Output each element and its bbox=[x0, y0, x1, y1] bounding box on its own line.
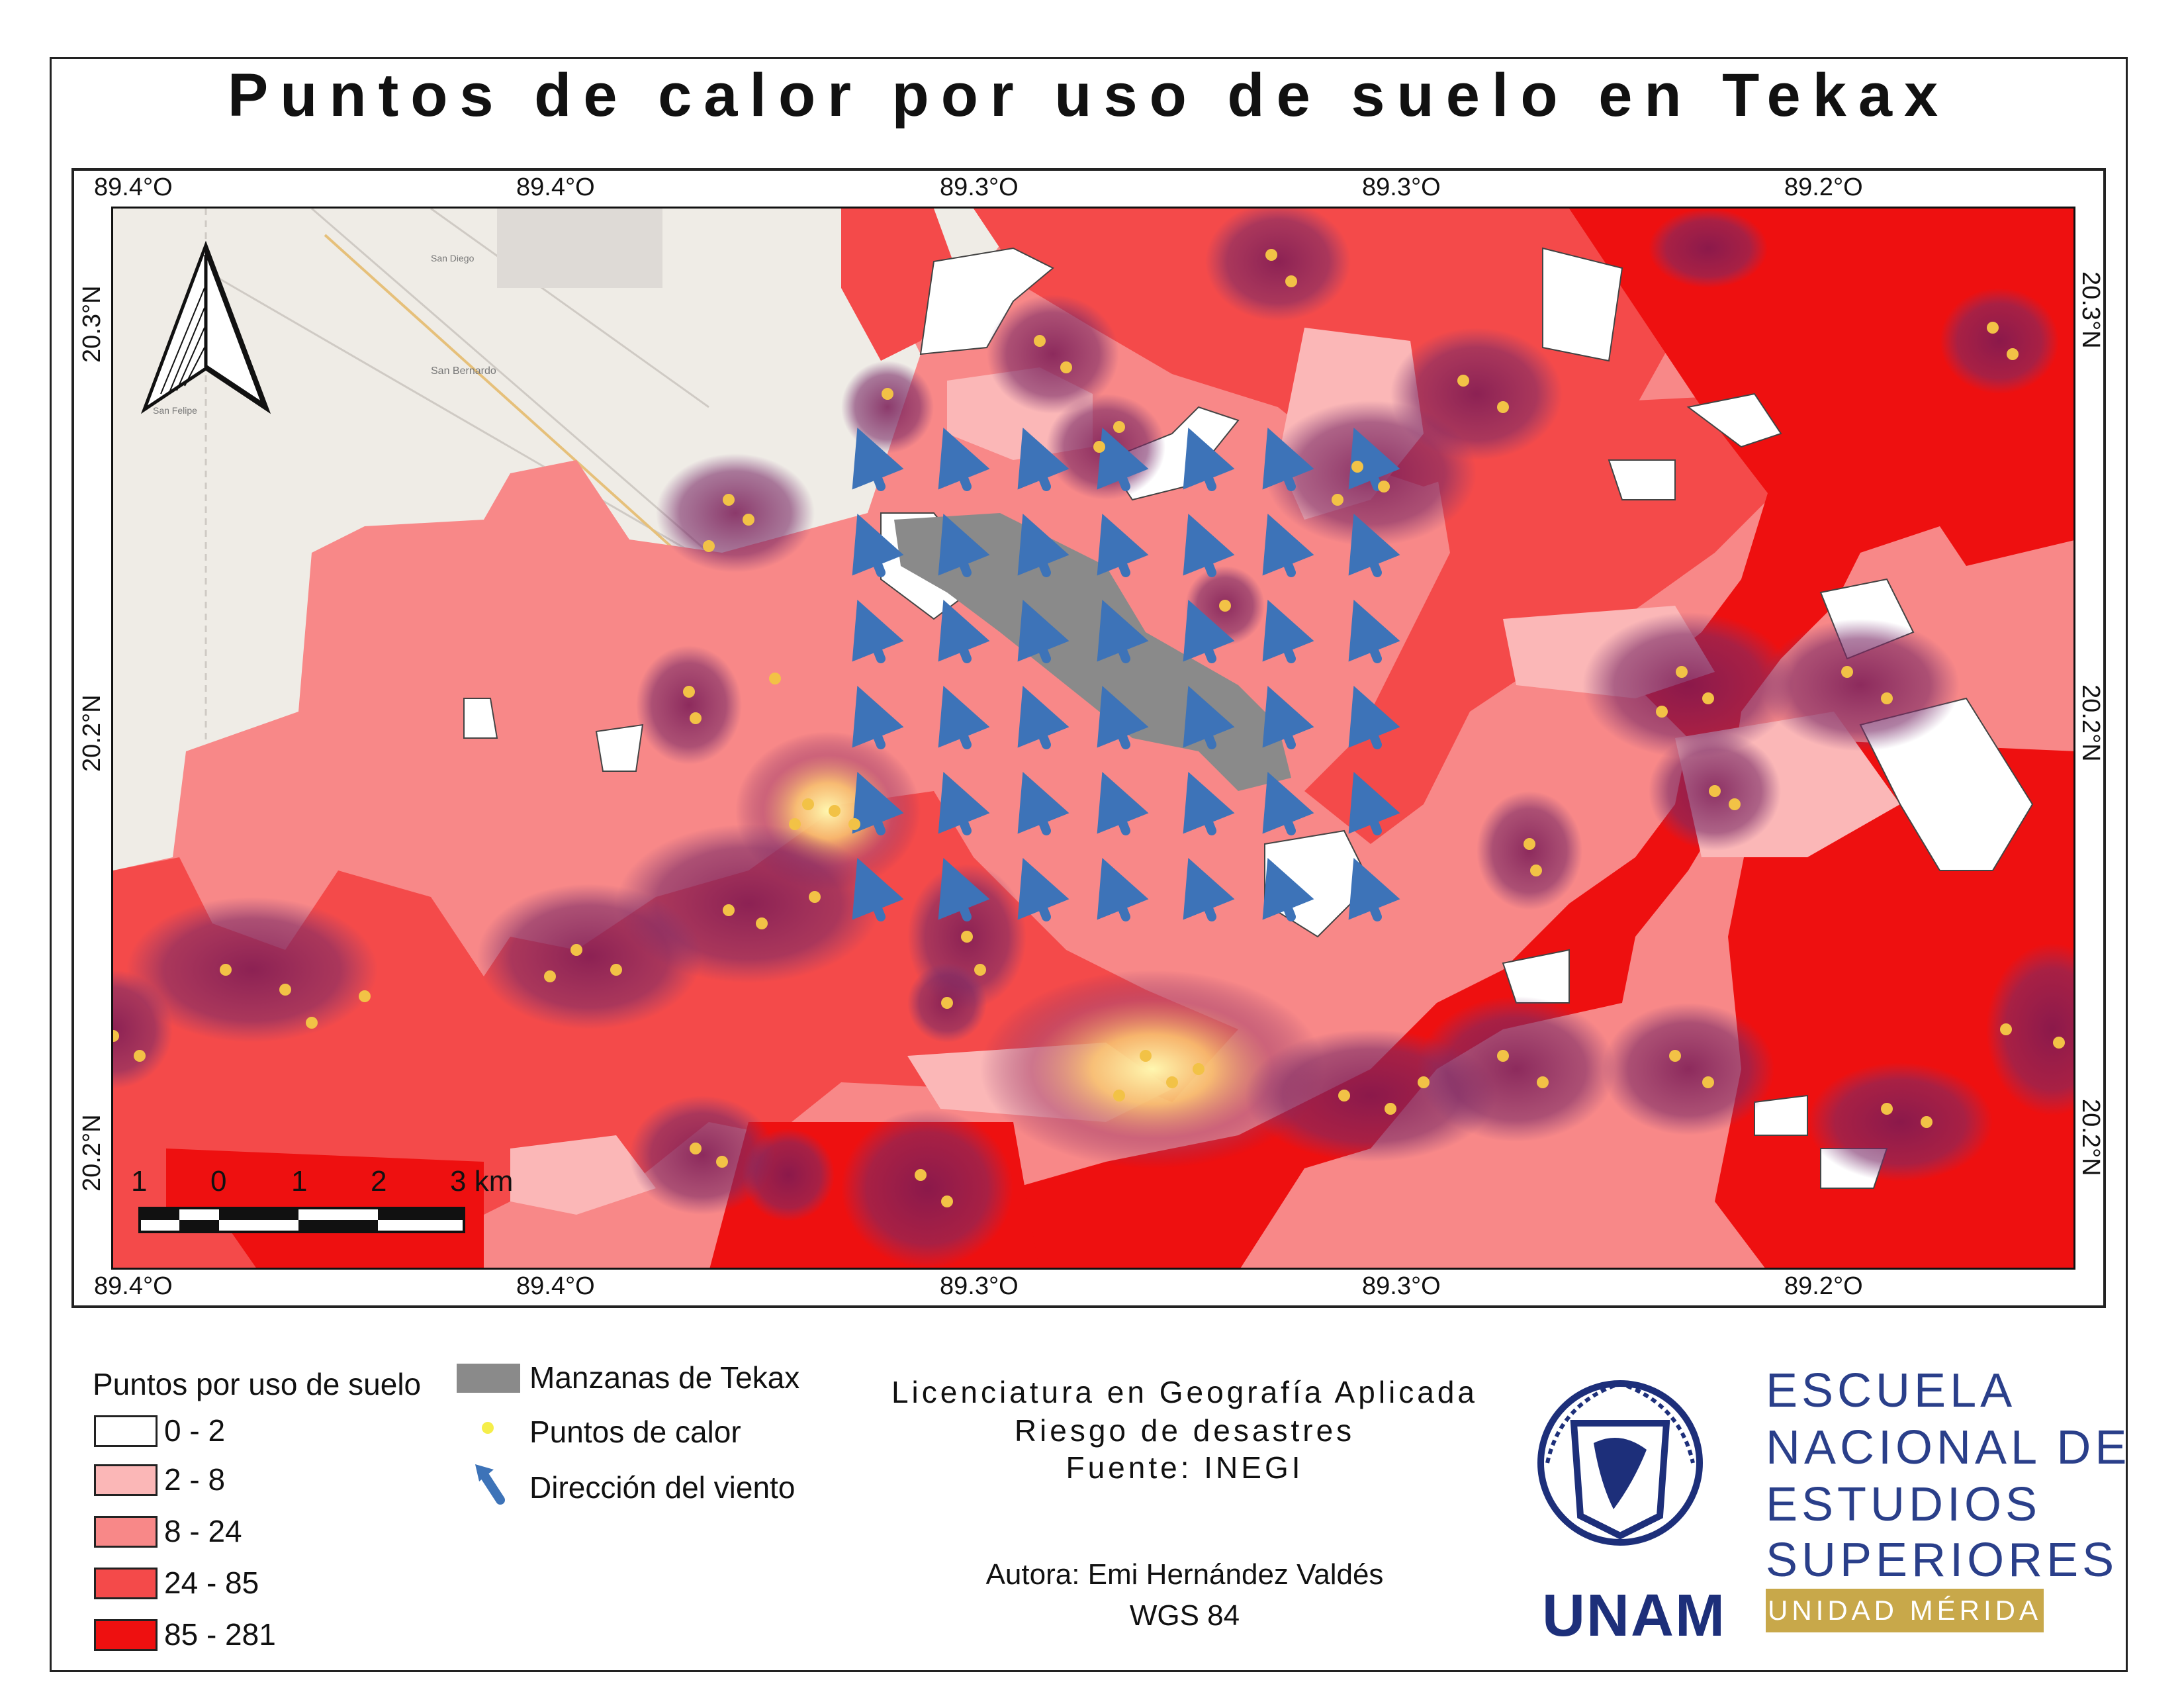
legend-swatch-24-85 bbox=[94, 1568, 158, 1599]
map-title: Puntos de calor por uso de suelo en Teka… bbox=[227, 62, 1950, 129]
legend-swatch-8-24 bbox=[94, 1516, 158, 1548]
credit-fuente: Fuente: INEGI bbox=[1066, 1450, 1304, 1485]
legend-label-puntos: Puntos de calor bbox=[529, 1415, 741, 1449]
coord-bottom-2: 89.4°O bbox=[516, 1272, 595, 1300]
map-view[interactable]: San Bernardo San Diego San Felipe Xohuay… bbox=[111, 207, 2075, 1270]
coord-bottom-5: 89.2°O bbox=[1784, 1272, 1863, 1300]
coord-top-5: 89.2°O bbox=[1784, 173, 1863, 201]
enes-line-3: ESTUDIOS bbox=[1766, 1478, 2042, 1531]
wind-arrow-icon bbox=[475, 1464, 505, 1505]
legend-swatch-85-281 bbox=[94, 1619, 158, 1651]
coord-bottom-3: 89.3°O bbox=[940, 1272, 1019, 1300]
scale-label-0: 0 bbox=[210, 1165, 227, 1197]
scale-label-1b: 1 bbox=[291, 1165, 308, 1197]
legend-label-85-281: 85 - 281 bbox=[164, 1617, 276, 1652]
legend-label-0-2: 0 - 2 bbox=[164, 1413, 226, 1448]
credit-author: Autora: Emi Hernández Valdés bbox=[985, 1558, 1384, 1591]
coord-left-2: 20.2°N bbox=[78, 694, 106, 772]
town-san-diego bbox=[497, 209, 662, 288]
north-arrow-icon bbox=[140, 240, 271, 414]
basemap-label-san-diego: San Diego bbox=[431, 253, 475, 263]
map-canvas: San Bernardo San Diego San Felipe Xohuay… bbox=[113, 209, 2073, 1268]
wind-arrows bbox=[852, 428, 1400, 921]
credit-crs: WGS 84 bbox=[1129, 1599, 1240, 1632]
scale-label-3km: 3 km bbox=[450, 1165, 514, 1197]
coord-top-1: 89.4°O bbox=[94, 173, 173, 201]
legend-swatch-manzanas bbox=[457, 1364, 520, 1393]
coord-left-3: 20.2°N bbox=[78, 1114, 106, 1192]
legend-label-2-8: 2 - 8 bbox=[164, 1462, 226, 1497]
coord-top-3: 89.3°O bbox=[940, 173, 1019, 201]
credit-riesgo: Riesgo de desastres bbox=[1014, 1413, 1355, 1448]
coord-top-4: 89.3°O bbox=[1362, 173, 1441, 201]
landuse-2-8-f bbox=[510, 1135, 656, 1215]
coord-bottom-1: 89.4°O bbox=[94, 1272, 173, 1300]
coord-left-1: 20.3°N bbox=[78, 285, 106, 363]
legend-label-24-85: 24 - 85 bbox=[164, 1566, 259, 1600]
legend-label-8-24: 8 - 24 bbox=[164, 1514, 242, 1548]
scale-bar bbox=[138, 1207, 465, 1233]
enes-line-4: SUPERIORES bbox=[1766, 1534, 2118, 1587]
unam-crest-logo bbox=[1537, 1380, 1703, 1546]
legend-swatch-puntos bbox=[482, 1422, 494, 1434]
coord-right-1: 20.3°N bbox=[2077, 271, 2105, 349]
coord-top-2: 89.4°O bbox=[516, 173, 595, 201]
unam-logo-text: UNAM bbox=[1542, 1583, 1726, 1649]
coord-right-3: 20.2°N bbox=[2077, 1099, 2105, 1176]
scale-label-1: 1 bbox=[131, 1165, 148, 1197]
legend-swatch-0-2 bbox=[94, 1415, 158, 1447]
map-frame bbox=[71, 168, 2106, 1308]
scale-label-2: 2 bbox=[371, 1165, 387, 1197]
enes-unit-badge: UNIDAD MÉRIDA bbox=[1766, 1589, 2044, 1632]
legend-swatch-2-8 bbox=[94, 1464, 158, 1496]
landuse-85-281-a bbox=[1013, 209, 2073, 1268]
coord-right-2: 20.2°N bbox=[2077, 684, 2105, 762]
basemap-label-san-felipe: San Felipe bbox=[153, 405, 197, 416]
legend-label-viento: Dirección del viento bbox=[529, 1470, 796, 1505]
heat-points bbox=[113, 249, 2065, 1207]
enes-line-2: NACIONAL DE bbox=[1766, 1421, 2131, 1474]
credit-licenciatura: Licenciatura en Geografía Aplicada bbox=[891, 1375, 1479, 1409]
coord-bottom-4: 89.3°O bbox=[1362, 1272, 1441, 1300]
basemap-label-san-bernardo: San Bernardo bbox=[431, 365, 496, 377]
enes-line-1: ESCUELA bbox=[1766, 1364, 2017, 1417]
map-sheet bbox=[50, 57, 2128, 1672]
legend-title: Puntos por uso de suelo bbox=[93, 1367, 422, 1401]
legend-label-manzanas: Manzanas de Tekax bbox=[529, 1360, 800, 1395]
